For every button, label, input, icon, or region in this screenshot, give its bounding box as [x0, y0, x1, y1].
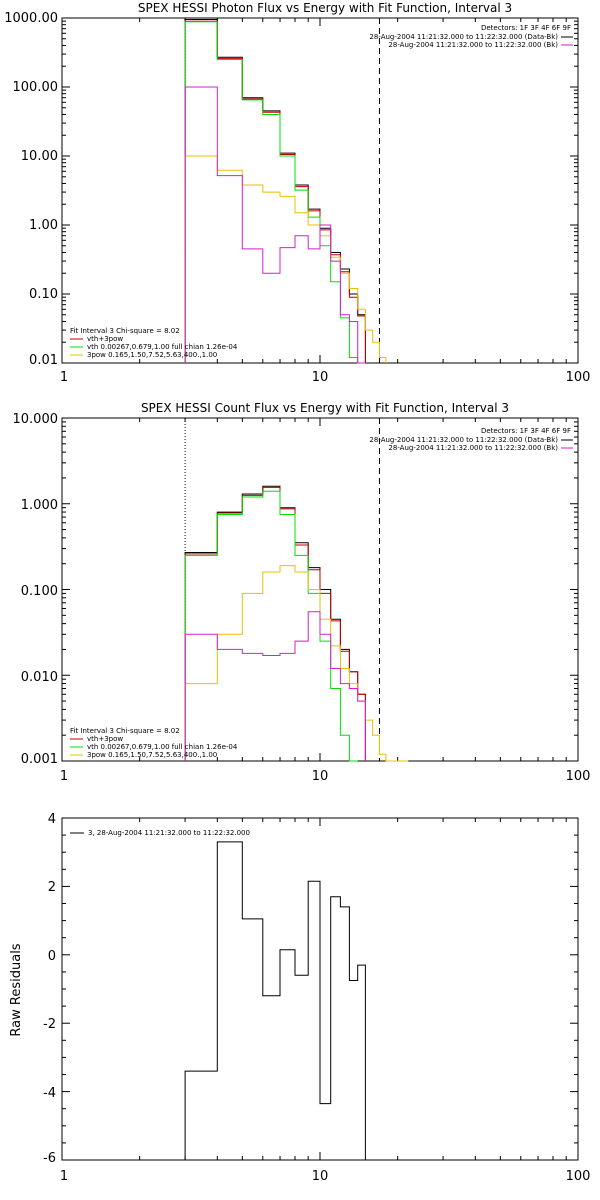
x-tick-label: 100 — [566, 769, 591, 784]
x-tick-label: 100 — [566, 370, 591, 385]
x-tick-label: 1 — [60, 769, 68, 784]
y-tick-label: -4 — [43, 1086, 56, 1101]
photon-flux-x-tick-labels: 1 10 100 — [60, 370, 591, 385]
legend-powerlaw: 3pow 0.165,1.50,7.52,5.63,400.,1.00 — [87, 751, 217, 759]
count-flux-panel: SPEX HESSI Count Flux vs Energy with Fit… — [13, 401, 591, 784]
y-tick-label: -2 — [43, 1017, 56, 1032]
count-flux-y-tick-labels: 10.000 1.000 0.100 0.010 0.001 — [13, 412, 59, 767]
legend-detectors: Detectors: 1F 3F 4F 6F 9F — [481, 24, 571, 32]
photon-flux-plot-frame — [61, 17, 579, 364]
y-tick-label: 0.100 — [21, 584, 58, 599]
y-tick-label: 4 — [48, 812, 56, 827]
legend-detectors: Detectors: 1F 3F 4F 6F 9F — [481, 427, 571, 435]
legend-bk: 28-Aug-2004 11:21:32.000 to 11:22:32.000… — [388, 41, 558, 49]
legend-fit-interval: Fit Interval 3 Chi-square = 8.02 — [70, 327, 180, 335]
x-tick-label: 1 — [60, 1169, 68, 1184]
photon-flux-legend-bottom-left: Fit Interval 3 Chi-square = 8.02 vth+3po… — [70, 327, 238, 359]
x-tick-label: 10 — [312, 370, 329, 385]
legend-fit-total: vth+3pow — [87, 735, 123, 743]
y-tick-label: 2 — [48, 880, 56, 895]
series-fit-line — [184, 486, 366, 761]
legend-fit-interval: Fit Interval 3 Chi-square = 8.02 — [70, 727, 180, 735]
y-tick-label: 10.000 — [13, 412, 59, 427]
residuals-panel: 4 2 0 -2 -4 -6 1 10 100 Raw Residuals 3,… — [9, 812, 590, 1184]
y-tick-label: 0.01 — [29, 353, 58, 368]
residuals-y-axis-label: Raw Residuals — [9, 943, 24, 1036]
count-flux-legend-bottom-left: Fit Interval 3 Chi-square = 8.02 vth+3po… — [70, 727, 238, 759]
residuals-legend: 3, 28-Aug-2004 11:21:32.000 to 11:22:32.… — [88, 829, 250, 837]
x-tick-label: 10 — [312, 769, 329, 784]
legend-thermal: vth 0.00267,0.679,1.00 full chian 1.26e-… — [87, 743, 238, 751]
count-flux-x-tick-labels: 1 10 100 — [60, 769, 591, 784]
photon-flux-title: SPEX HESSI Photon Flux vs Energy with Fi… — [138, 1, 512, 15]
series-data-line — [184, 19, 366, 363]
residuals-marks — [61, 817, 578, 1161]
y-tick-label: 1.000 — [21, 498, 58, 513]
series-powerlaw-line — [184, 155, 387, 363]
photon-flux-panel: SPEX HESSI Photon Flux vs Energy with Fi… — [4, 1, 590, 385]
y-tick-label: 100.00 — [13, 80, 59, 95]
y-tick-label: 0 — [48, 949, 56, 964]
y-tick-label: 1000.00 — [4, 11, 58, 26]
legend-fit-total: vth+3pow — [87, 335, 123, 343]
legend-powerlaw: 3pow 0.165,1.50,7.52,5.63,400.,1.00 — [87, 351, 217, 359]
series-residuals-line — [184, 841, 366, 1160]
x-tick-label: 10 — [312, 1169, 329, 1184]
y-tick-label: 10.00 — [21, 149, 58, 164]
y-tick-label: 1.00 — [29, 218, 58, 233]
series-background-line — [184, 611, 366, 761]
y-tick-label: -6 — [43, 1151, 56, 1166]
legend-data-bk: 28-Aug-2004 11:21:32.000 to 11:22:32.000… — [369, 33, 558, 41]
series-background-line — [184, 86, 366, 364]
count-flux-marks — [61, 418, 578, 762]
residuals-x-tick-labels: 1 10 100 — [60, 1169, 591, 1184]
x-tick-label: 1 — [60, 370, 68, 385]
y-tick-label: 0.010 — [21, 670, 58, 685]
legend-data-bk: 28-Aug-2004 11:21:32.000 to 11:22:32.000… — [369, 436, 558, 444]
y-tick-label: 0.10 — [29, 287, 58, 302]
photon-flux-marks — [61, 18, 578, 364]
series-thermal-line — [184, 490, 358, 762]
x-tick-label: 100 — [566, 1169, 591, 1184]
residuals-y-tick-labels: 4 2 0 -2 -4 -6 — [43, 812, 56, 1166]
photon-flux-y-tick-labels: 1000.00 100.00 10.00 1.00 0.10 0.01 — [4, 11, 58, 368]
y-tick-label: 0.001 — [21, 752, 58, 767]
series-data-line — [184, 485, 366, 761]
legend-thermal: vth 0.00267,0.679,1.00 full chian 1.26e-… — [87, 343, 238, 351]
series-powerlaw-line — [184, 565, 409, 762]
photon-flux-legend-top-right: Detectors: 1F 3F 4F 6F 9F 28-Aug-2004 11… — [369, 24, 573, 49]
count-flux-legend-top-right: Detectors: 1F 3F 4F 6F 9F 28-Aug-2004 11… — [369, 427, 573, 452]
legend-bk: 28-Aug-2004 11:21:32.000 to 11:22:32.000… — [388, 444, 558, 452]
count-flux-title: SPEX HESSI Count Flux vs Energy with Fit… — [141, 401, 509, 415]
